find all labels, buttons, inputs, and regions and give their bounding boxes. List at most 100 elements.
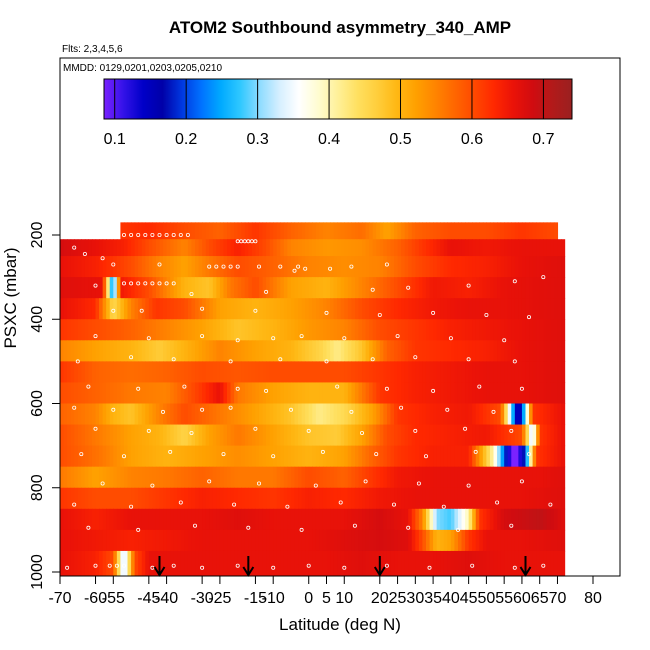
heatmap-cell [425, 256, 431, 278]
heatmap-cell [91, 239, 97, 257]
heatmap-cell [450, 361, 456, 383]
heatmap-cell [504, 508, 509, 531]
heatmap-cell [91, 424, 97, 447]
sample-marker [122, 232, 127, 237]
heatmap-cell [404, 222, 409, 240]
heatmap-cell [269, 424, 274, 447]
heatmap-cell [74, 508, 79, 531]
heatmap-cell [273, 239, 278, 257]
heatmap-cell [447, 403, 452, 426]
heatmap-cell [532, 340, 537, 362]
heatmap-cell [67, 382, 72, 404]
heatmap-cell [266, 508, 271, 531]
heatmap-cell [482, 550, 487, 576]
heatmap-cell [344, 403, 349, 426]
heatmap-cell [269, 550, 274, 576]
heatmap-cell [543, 256, 548, 278]
heatmap-cell [479, 340, 484, 362]
heatmap-cell [411, 222, 416, 240]
heatmap-cell [298, 382, 303, 404]
x-tick-label: 65 [531, 590, 549, 607]
heatmap-cell [433, 487, 438, 510]
heatmap-cell [123, 403, 129, 426]
heatmap-cell [415, 487, 420, 510]
heatmap-cell [269, 466, 274, 489]
heatmap-cell [159, 508, 164, 531]
heatmap-cell [546, 403, 551, 426]
x-minor-tick-label: -60 [84, 590, 107, 607]
heatmap-cell [344, 487, 349, 510]
heatmap-cell [351, 382, 356, 404]
heatmap-cell [532, 222, 537, 240]
heatmap-cell [166, 487, 171, 510]
heatmap-cell [191, 340, 196, 362]
heatmap-cell [266, 550, 271, 576]
x-minor-tick-label: 10 [335, 590, 353, 607]
heatmap-cell [539, 382, 544, 404]
heatmap-cell [443, 508, 448, 531]
heatmap-cell [518, 382, 523, 404]
sample-marker [466, 283, 471, 288]
heatmap-cell [468, 466, 473, 489]
heatmap-cell [475, 256, 480, 278]
heatmap-cell [500, 529, 505, 552]
heatmap-cell [223, 340, 228, 362]
heatmap-cell [237, 298, 242, 320]
heatmap-cell [109, 340, 114, 362]
heatmap-cell [553, 222, 559, 240]
heatmap-cell [152, 256, 157, 278]
heatmap-cell [489, 508, 495, 531]
heatmap-cell [532, 445, 537, 468]
heatmap-cell [109, 403, 114, 426]
heatmap-cell [404, 340, 409, 362]
heatmap-cell [351, 277, 356, 299]
heatmap-cell [319, 361, 324, 383]
heatmap-cell [457, 239, 463, 257]
heatmap-cell [369, 340, 374, 362]
heatmap-cell [489, 319, 495, 341]
heatmap-cell [127, 340, 132, 362]
heatmap-cell [397, 298, 402, 320]
heatmap-cell [141, 424, 146, 447]
heatmap-cell [70, 529, 75, 552]
heatmap-cell [322, 222, 328, 240]
heatmap-cell [529, 403, 534, 426]
heatmap-cell [198, 256, 203, 278]
heatmap-cell [95, 382, 100, 404]
heatmap-cell [273, 298, 278, 320]
heatmap-cell [255, 487, 260, 510]
x-minor-tick-label: 60 [513, 590, 531, 607]
heatmap-cell [184, 222, 189, 240]
heatmap-cell [358, 319, 363, 341]
heatmap-cell [102, 239, 107, 257]
heatmap-cell [152, 550, 157, 576]
heatmap-cell [177, 508, 182, 531]
heatmap-cell [251, 319, 257, 341]
x-tick-label: -25 [208, 590, 231, 607]
heatmap-cell [145, 277, 150, 299]
heatmap-cell [475, 529, 480, 552]
heatmap-cell [163, 382, 168, 404]
heatmap-cell [99, 340, 104, 362]
heatmap-cell [212, 445, 217, 468]
heatmap-cell [198, 508, 203, 531]
heatmap-cell [493, 445, 498, 468]
heatmap-cell [184, 239, 189, 257]
heatmap-cell [234, 382, 239, 404]
heatmap-cell [74, 239, 79, 257]
heatmap-cell [184, 340, 189, 362]
heatmap-cell [450, 340, 456, 362]
heatmap-cell [290, 445, 296, 468]
heatmap-cell [209, 382, 214, 404]
heatmap-cell [95, 256, 100, 278]
heatmap-cell [489, 382, 495, 404]
heatmap-cell [269, 239, 274, 257]
heatmap-cell [180, 361, 185, 383]
heatmap-cell [280, 222, 285, 240]
heatmap-cell [429, 256, 434, 278]
heatmap-cell [497, 256, 502, 278]
heatmap-cell [525, 424, 530, 447]
heatmap-cell [305, 319, 310, 341]
heatmap-cell [521, 340, 527, 362]
sample-marker [171, 232, 176, 237]
